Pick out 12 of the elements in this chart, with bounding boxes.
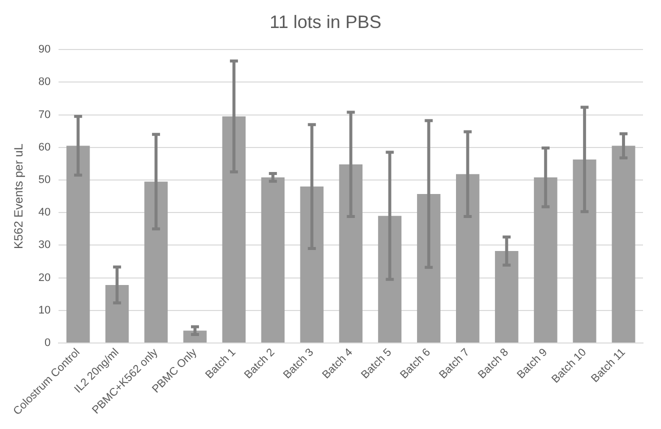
- y-tick-label: 30: [38, 239, 51, 252]
- y-tick-label: 70: [38, 108, 51, 121]
- y-axis-title: K562 Events per uL: [12, 143, 26, 249]
- y-tick-label: 50: [38, 174, 51, 186]
- y-tick-label: 90: [38, 44, 51, 56]
- y-tick-label: 10: [38, 304, 51, 316]
- y-tick-label: 0: [44, 337, 51, 350]
- y-tick-label: 20: [38, 272, 51, 284]
- y-tick-label: 40: [38, 206, 51, 219]
- y-tick-label: 60: [38, 141, 51, 154]
- chart-title: 11 lots in PBS: [270, 12, 382, 32]
- y-tick-label: 80: [38, 76, 51, 88]
